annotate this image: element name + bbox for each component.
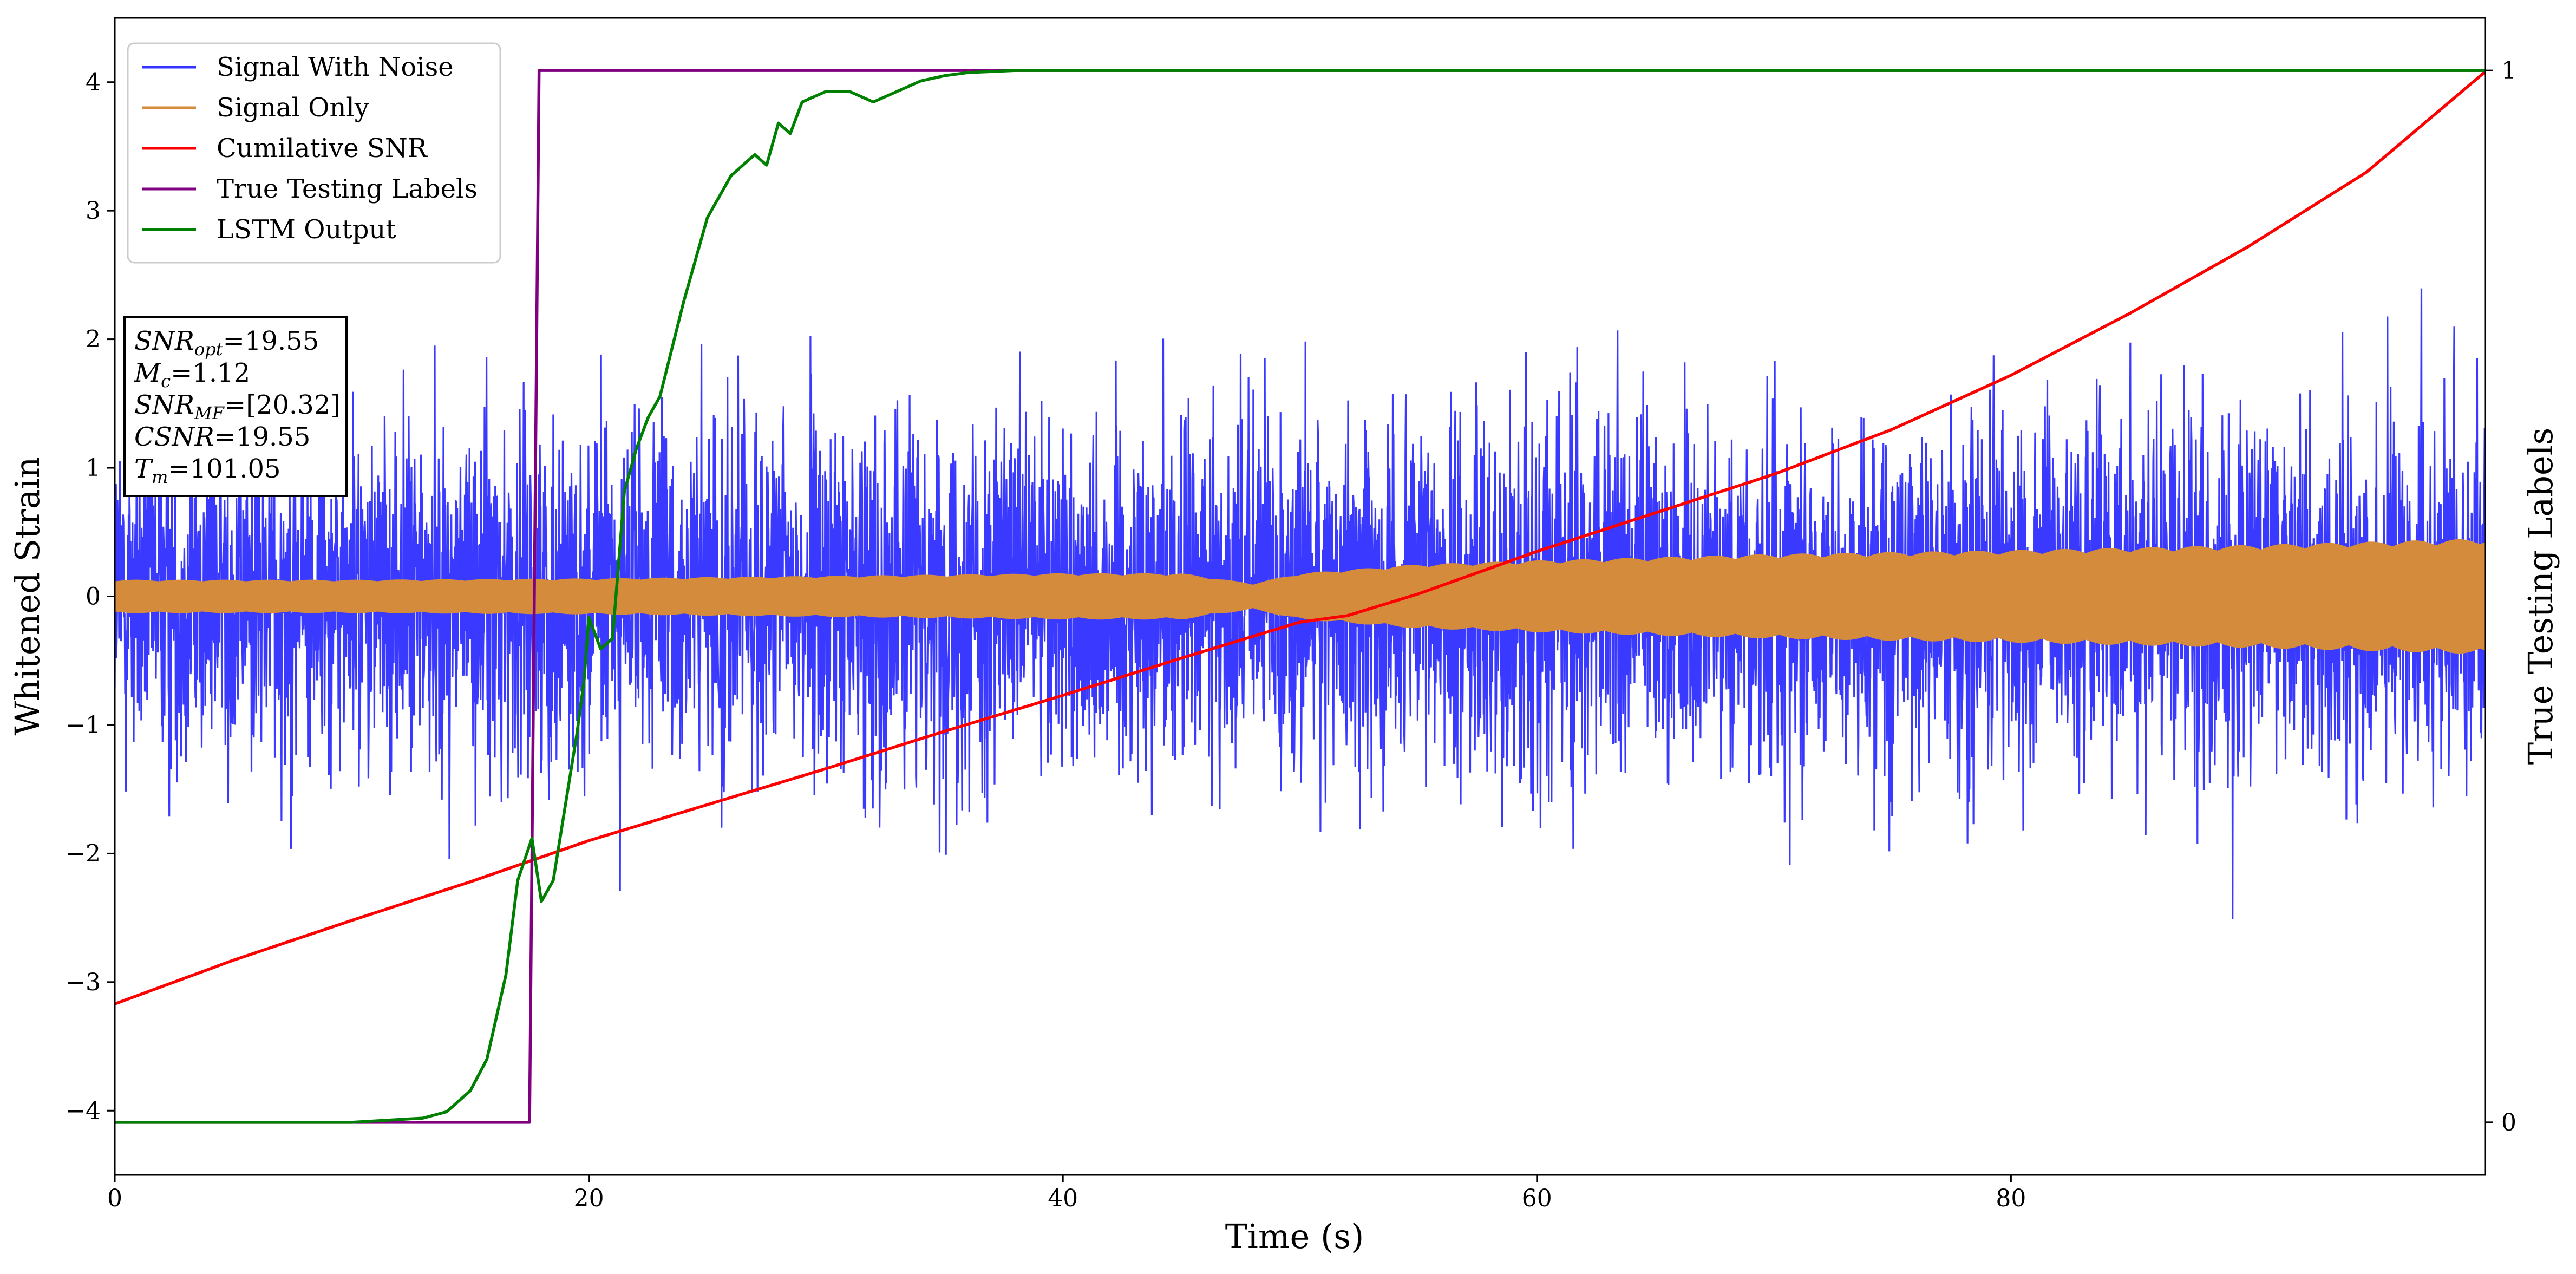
x-tick-label: 60 <box>1522 1185 1552 1212</box>
y-tick-label: −1 <box>66 711 101 739</box>
y-tick-label: −2 <box>66 840 101 867</box>
legend-frame <box>127 42 501 264</box>
x-tick-label: 0 <box>107 1185 122 1212</box>
x-tick-label: 40 <box>1048 1185 1078 1212</box>
legend-entry: LSTM Output <box>217 214 396 245</box>
y-tick-label: 3 <box>86 197 101 225</box>
legend-entry: Signal With Noise <box>217 52 454 82</box>
info-line: Tm=101.05 <box>134 454 281 487</box>
info-line: SNRMF=[20.32] <box>134 390 341 423</box>
legend-entry: True Testing Labels <box>217 174 478 204</box>
y2-tick-label: 1 <box>2501 57 2516 84</box>
y2-tick-label: 0 <box>2501 1109 2516 1136</box>
legend: Signal With Noise Signal Only Cumilative S… <box>127 42 501 264</box>
series-signal-only <box>115 539 2485 654</box>
info-box: SNRopt=19.55Mc=1.12SNRMF=[20.32]CSNR=19.… <box>123 316 348 497</box>
legend-entry: Signal Only <box>217 93 369 123</box>
info-line: CSNR=19.55 <box>134 422 310 452</box>
y-tick-label: 2 <box>86 326 101 354</box>
series-lstm-output <box>115 69 2485 1124</box>
y-tick-label: −3 <box>66 969 101 996</box>
series-signal-with-noise <box>115 288 2485 919</box>
y2-axis-title: True Testing Labels <box>2521 428 2560 765</box>
series-layer <box>115 69 2485 1124</box>
y-tick-label: 4 <box>86 69 101 96</box>
x-axis-title: Time (s) <box>1225 1217 1364 1256</box>
y-tick-label: 1 <box>86 454 101 482</box>
y-tick-label: −4 <box>66 1097 101 1125</box>
x-tick-label: 80 <box>1996 1185 2026 1212</box>
y-axis-title: Whitened Strain <box>8 457 47 736</box>
legend-entry: Cumilative SNR <box>217 133 428 164</box>
info-box-frame <box>123 316 348 497</box>
series-cumilative-snr <box>115 70 2485 1005</box>
info-line: Mc=1.12 <box>134 358 250 391</box>
info-line: SNRopt=19.55 <box>134 326 319 360</box>
y-tick-label: 0 <box>86 583 101 611</box>
x-tick-label: 20 <box>574 1185 604 1212</box>
